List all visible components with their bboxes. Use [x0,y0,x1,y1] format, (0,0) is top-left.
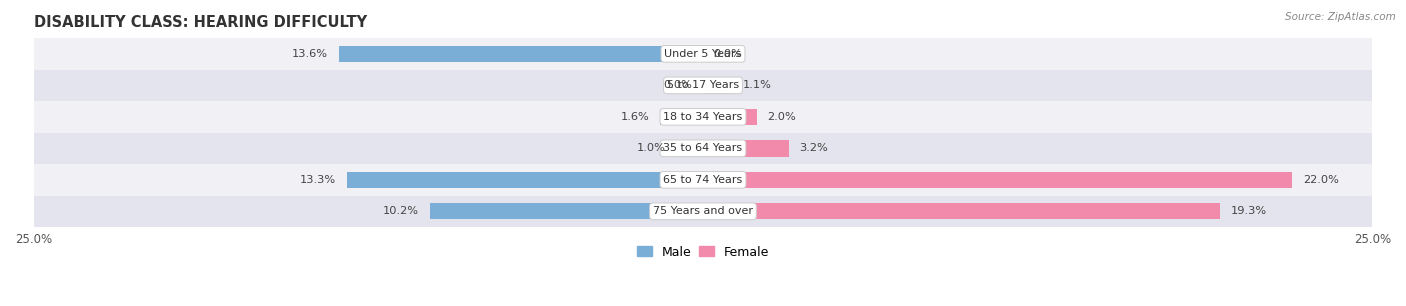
Text: 10.2%: 10.2% [384,206,419,216]
Bar [34,38,1372,69]
Bar [676,140,703,156]
Text: 0.0%: 0.0% [714,49,742,59]
Text: 13.3%: 13.3% [299,175,336,185]
Bar [430,203,703,219]
Bar [34,69,1372,101]
Text: 19.3%: 19.3% [1230,206,1267,216]
Bar [703,140,789,156]
Text: 22.0%: 22.0% [1303,175,1339,185]
Bar [347,172,703,188]
Text: 18 to 34 Years: 18 to 34 Years [664,112,742,122]
Bar [703,203,1220,219]
Bar [34,164,1372,196]
Text: 1.6%: 1.6% [620,112,650,122]
Bar [339,46,703,62]
Bar [661,109,703,125]
Bar [34,101,1372,132]
Bar [34,196,1372,227]
Text: 2.0%: 2.0% [768,112,796,122]
Text: 75 Years and over: 75 Years and over [652,206,754,216]
Text: DISABILITY CLASS: HEARING DIFFICULTY: DISABILITY CLASS: HEARING DIFFICULTY [34,15,367,30]
Legend: Male, Female: Male, Female [633,242,773,262]
Text: 35 to 64 Years: 35 to 64 Years [664,143,742,153]
Bar [703,172,1292,188]
Bar [703,109,756,125]
Text: 1.0%: 1.0% [637,143,665,153]
Text: Under 5 Years: Under 5 Years [665,49,741,59]
Text: 3.2%: 3.2% [800,143,828,153]
Text: 5 to 17 Years: 5 to 17 Years [666,80,740,90]
Text: 65 to 74 Years: 65 to 74 Years [664,175,742,185]
Text: 1.1%: 1.1% [744,80,772,90]
Bar [703,77,733,94]
Text: 0.0%: 0.0% [664,80,692,90]
Text: 13.6%: 13.6% [292,49,328,59]
Bar [34,132,1372,164]
Text: Source: ZipAtlas.com: Source: ZipAtlas.com [1285,12,1396,22]
